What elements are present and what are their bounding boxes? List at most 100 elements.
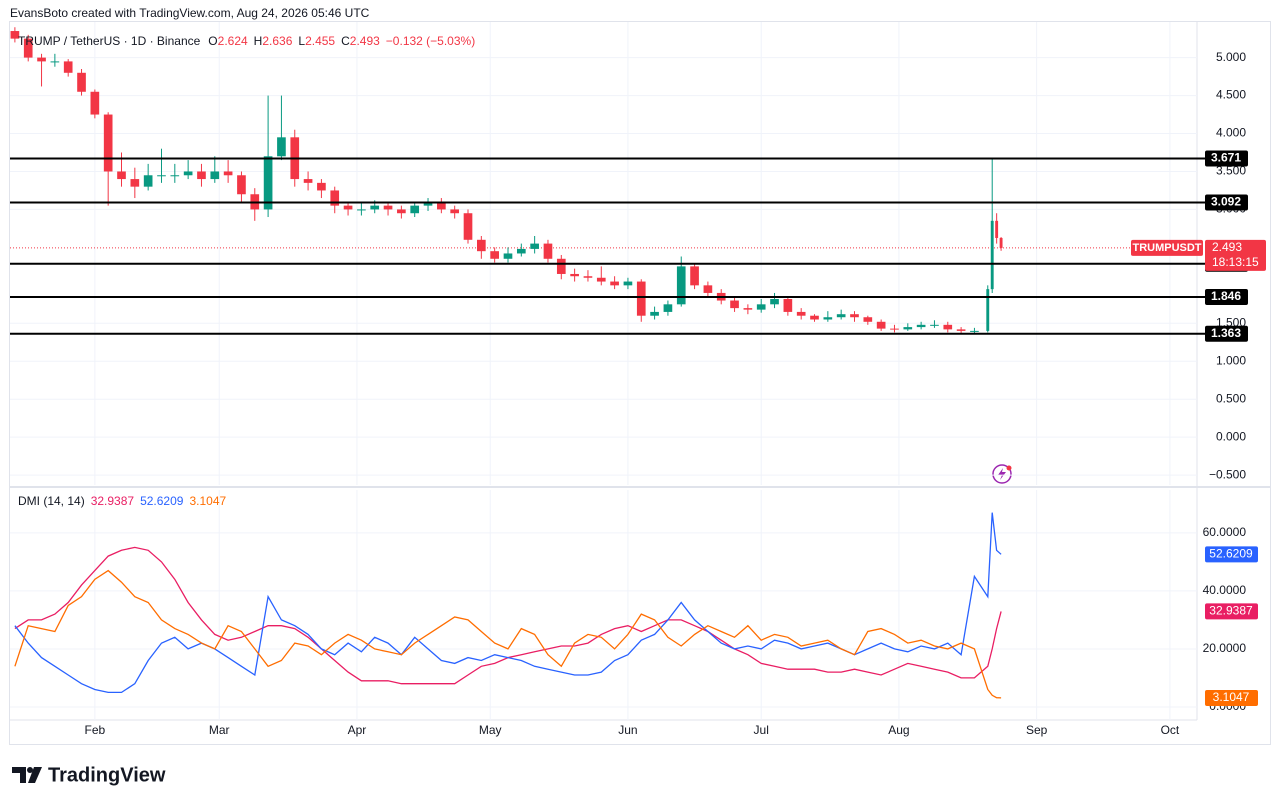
candle-body bbox=[836, 314, 846, 318]
candle-body bbox=[676, 266, 686, 305]
candle-body bbox=[876, 321, 886, 329]
x-tick-label: Aug bbox=[888, 723, 909, 737]
candle-body bbox=[157, 175, 166, 177]
symbol-tag: TRUMPUSDT bbox=[1132, 242, 1201, 254]
candle-body bbox=[450, 209, 460, 214]
ohlc-label: C bbox=[341, 34, 350, 48]
x-tick-label: Jul bbox=[754, 723, 769, 737]
level-label-box bbox=[1205, 150, 1248, 167]
candle-body bbox=[530, 243, 539, 249]
candle-body bbox=[810, 315, 819, 320]
candle-body bbox=[490, 251, 499, 259]
price-legend: TRUMP / TetherUS · 1D · Binance O2.624 H2.… bbox=[18, 34, 475, 48]
candle-body bbox=[999, 237, 1003, 248]
credit: EvansBoto created with TradingView.com, … bbox=[10, 6, 370, 20]
candle-body bbox=[783, 299, 793, 312]
x-tick-label: Jun bbox=[618, 723, 637, 737]
y-tick-label: 20.0000 bbox=[1203, 641, 1247, 655]
y-tick-label: 40.0000 bbox=[1203, 583, 1247, 597]
candle-body bbox=[317, 182, 326, 191]
y-tick-label: −0.500 bbox=[1209, 467, 1246, 481]
candle-body bbox=[23, 38, 33, 58]
candle-body bbox=[583, 276, 593, 278]
candle-body bbox=[690, 266, 699, 286]
alert-dot bbox=[1006, 465, 1012, 471]
candle-body bbox=[50, 61, 60, 63]
candle-body bbox=[930, 324, 939, 326]
candle-body bbox=[223, 171, 233, 176]
dmi-legend-value: 32.9387 bbox=[91, 494, 135, 508]
symbol-tag-box bbox=[1131, 239, 1203, 256]
ohlc-value: 2.493 bbox=[350, 34, 380, 48]
last-price-box bbox=[1205, 239, 1266, 271]
candle-body bbox=[423, 201, 433, 206]
candle-body bbox=[610, 281, 619, 286]
y-tick-label: 4.000 bbox=[1216, 126, 1246, 140]
candle-body bbox=[650, 311, 659, 316]
ohlc-value: 2.636 bbox=[262, 34, 292, 48]
candle-body bbox=[103, 114, 113, 172]
candle-body bbox=[90, 91, 100, 115]
candle-body bbox=[63, 61, 73, 73]
candle-body bbox=[916, 324, 926, 328]
ohlc-label: L bbox=[298, 34, 305, 48]
level-label-box bbox=[1205, 194, 1248, 211]
dmi-value-box bbox=[1205, 603, 1258, 620]
ohlc-label: O bbox=[208, 34, 217, 48]
candle-body bbox=[183, 171, 193, 176]
candle-body bbox=[990, 220, 994, 290]
candle-body bbox=[237, 175, 246, 195]
level-label: 3.671 bbox=[1211, 151, 1241, 165]
dmi-value-box bbox=[1205, 689, 1258, 706]
change: −0.132 (−5.03%) bbox=[386, 34, 475, 48]
candle-body bbox=[796, 311, 806, 316]
y-tick-label: 4.500 bbox=[1216, 88, 1246, 102]
candle-body bbox=[357, 209, 366, 211]
dmi-legend-value: 52.6209 bbox=[140, 494, 184, 508]
dmi-title: DMI (14, 14) bbox=[18, 494, 85, 508]
candle-body bbox=[397, 209, 406, 214]
candle-body bbox=[437, 201, 446, 210]
candle-body bbox=[343, 205, 353, 210]
candle-body bbox=[663, 304, 673, 312]
candle-body bbox=[197, 171, 206, 180]
candle-body bbox=[503, 253, 513, 259]
candle-body bbox=[970, 330, 979, 332]
candle-body bbox=[143, 175, 153, 187]
candle-body bbox=[370, 205, 380, 210]
x-tick-label: Oct bbox=[1161, 723, 1180, 737]
candle-body bbox=[477, 239, 486, 252]
candle-body bbox=[743, 308, 753, 310]
alert-bolt bbox=[998, 468, 1006, 480]
candle-body bbox=[210, 171, 220, 180]
candle-body bbox=[730, 300, 739, 309]
y-tick-label: 1.000 bbox=[1216, 353, 1246, 367]
candle-body bbox=[756, 304, 766, 310]
dmi-value-label: 52.6209 bbox=[1209, 546, 1253, 560]
last-price-label: 2.493 bbox=[1212, 240, 1242, 254]
candle-body bbox=[330, 190, 340, 206]
logo-mark bbox=[12, 767, 26, 783]
dmi-legend-value: 3.1047 bbox=[189, 494, 226, 508]
candle-body bbox=[703, 285, 713, 293]
alert-circle bbox=[992, 464, 1012, 484]
candle-body bbox=[850, 314, 859, 318]
dmi-legend: DMI (14, 14) 32.9387 52.6209 3.1047 bbox=[18, 494, 226, 508]
candle-body bbox=[623, 281, 633, 286]
y-tick-label: 60.0000 bbox=[1203, 525, 1247, 539]
level-label: 1.846 bbox=[1211, 289, 1241, 303]
ohlc-value: 2.455 bbox=[305, 34, 335, 48]
x-tick-label: Mar bbox=[209, 723, 230, 737]
y-tick-label: 0.000 bbox=[1216, 429, 1246, 443]
alert-icon[interactable] bbox=[992, 464, 1012, 484]
dmi-value-box bbox=[1205, 546, 1258, 563]
y-tick-label: 3.500 bbox=[1216, 164, 1246, 178]
logo bbox=[12, 767, 42, 783]
candle-body bbox=[277, 137, 286, 157]
x-tick-label: Feb bbox=[85, 723, 106, 737]
candle-body bbox=[117, 171, 126, 180]
candle-body bbox=[463, 213, 473, 240]
chart-border bbox=[9, 21, 1271, 745]
